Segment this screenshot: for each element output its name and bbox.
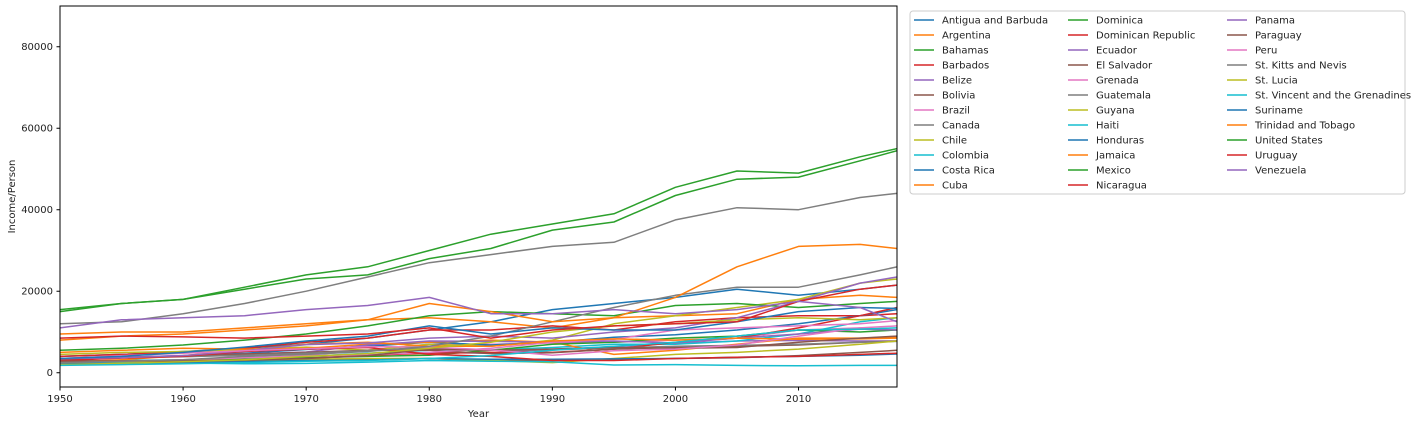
legend-label: Trinidad and Tobago	[1254, 121, 1355, 132]
legend-label: Colombia	[942, 151, 989, 162]
legend-label: Mexico	[1096, 166, 1131, 177]
x-tick-label: 1970	[293, 394, 318, 405]
legend-label: St. Lucia	[1255, 76, 1298, 87]
series-line-uruguay	[60, 284, 897, 339]
legend-label: Suriname	[1255, 106, 1303, 117]
x-tick-label: 2010	[786, 394, 811, 405]
x-tick-label: 1990	[540, 394, 565, 405]
x-axis: 1950 1960 1970 1980 1990 2000 2010	[47, 387, 811, 405]
x-tick-label: 1980	[417, 394, 442, 405]
y-axis-title: Income/Person	[7, 160, 18, 234]
legend-label: Bolivia	[942, 91, 975, 102]
series-line-st-kitts-and-nevis	[60, 266, 897, 364]
plot-lines	[60, 147, 897, 367]
x-axis-title: Year	[467, 409, 490, 420]
legend-label: Antigua and Barbuda	[942, 16, 1048, 27]
legend-label: Chile	[942, 136, 967, 147]
series-line-united-states	[60, 149, 897, 313]
legend-label: Dominica	[1096, 16, 1143, 27]
series-line-venezuela	[60, 296, 897, 329]
legend-label: Peru	[1255, 46, 1277, 57]
plot-frame	[59, 5, 898, 388]
series-line-peru	[60, 325, 897, 360]
y-tick-label: 20000	[21, 287, 53, 298]
y-tick-label: 0	[47, 368, 53, 379]
legend-label: Dominican Republic	[1096, 31, 1195, 42]
series-line-trinidad-and-tobago	[60, 243, 897, 341]
series-line-st-lucia	[60, 316, 897, 366]
series-line-st-vincent-and-the-grenadines	[60, 327, 897, 367]
legend-label: Barbados	[942, 61, 989, 72]
legend-label: Brazil	[942, 106, 970, 117]
legend-label: United States	[1255, 136, 1323, 147]
legend-label: Panama	[1255, 16, 1295, 27]
y-axis: 0 20000 40000 60000 80000	[21, 42, 60, 379]
legend-label: Nicaragua	[1096, 181, 1147, 192]
legend-label: Paraguay	[1255, 31, 1302, 42]
legend-label: Ecuador	[1096, 46, 1138, 57]
y-tick-label: 80000	[21, 42, 53, 53]
legend-label: Costa Rica	[942, 166, 995, 177]
x-tick-label: 1950	[47, 394, 72, 405]
legend-label: El Salvador	[1096, 61, 1153, 72]
legend-label: Belize	[942, 76, 972, 87]
series-line-bahamas	[60, 147, 897, 311]
legend-label: Honduras	[1096, 136, 1144, 147]
series-line-argentina	[60, 294, 897, 335]
y-tick-label: 60000	[21, 124, 53, 135]
legend-label: St. Vincent and the Grenadines	[1255, 91, 1411, 102]
legend-label: Uruguay	[1255, 151, 1298, 162]
legend-label: Venezuela	[1255, 166, 1306, 177]
legend-label: Bahamas	[942, 46, 989, 57]
legend-label: Guyana	[1096, 106, 1135, 117]
legend-label: Grenada	[1096, 76, 1139, 87]
legend-label: Argentina	[942, 31, 991, 42]
legend-box	[909, 10, 1406, 195]
series-line-cuba	[60, 336, 897, 356]
legend-label: Jamaica	[1095, 151, 1135, 162]
series-line-suriname	[60, 306, 897, 360]
legend-label: Guatemala	[1096, 91, 1151, 102]
legend: Antigua and Barbuda Argentina Bahamas Barba…	[909, 10, 1411, 195]
series-line-nicaragua	[60, 346, 897, 362]
legend-label: Canada	[942, 121, 980, 132]
x-tick-label: 2000	[663, 394, 688, 405]
series-line-canada	[60, 192, 897, 325]
y-tick-label: 40000	[21, 205, 53, 216]
legend-label: Cuba	[942, 181, 968, 192]
legend-label: St. Kitts and Nevis	[1255, 61, 1347, 72]
legend-label: Haiti	[1096, 121, 1119, 132]
x-tick-label: 1960	[170, 394, 195, 405]
